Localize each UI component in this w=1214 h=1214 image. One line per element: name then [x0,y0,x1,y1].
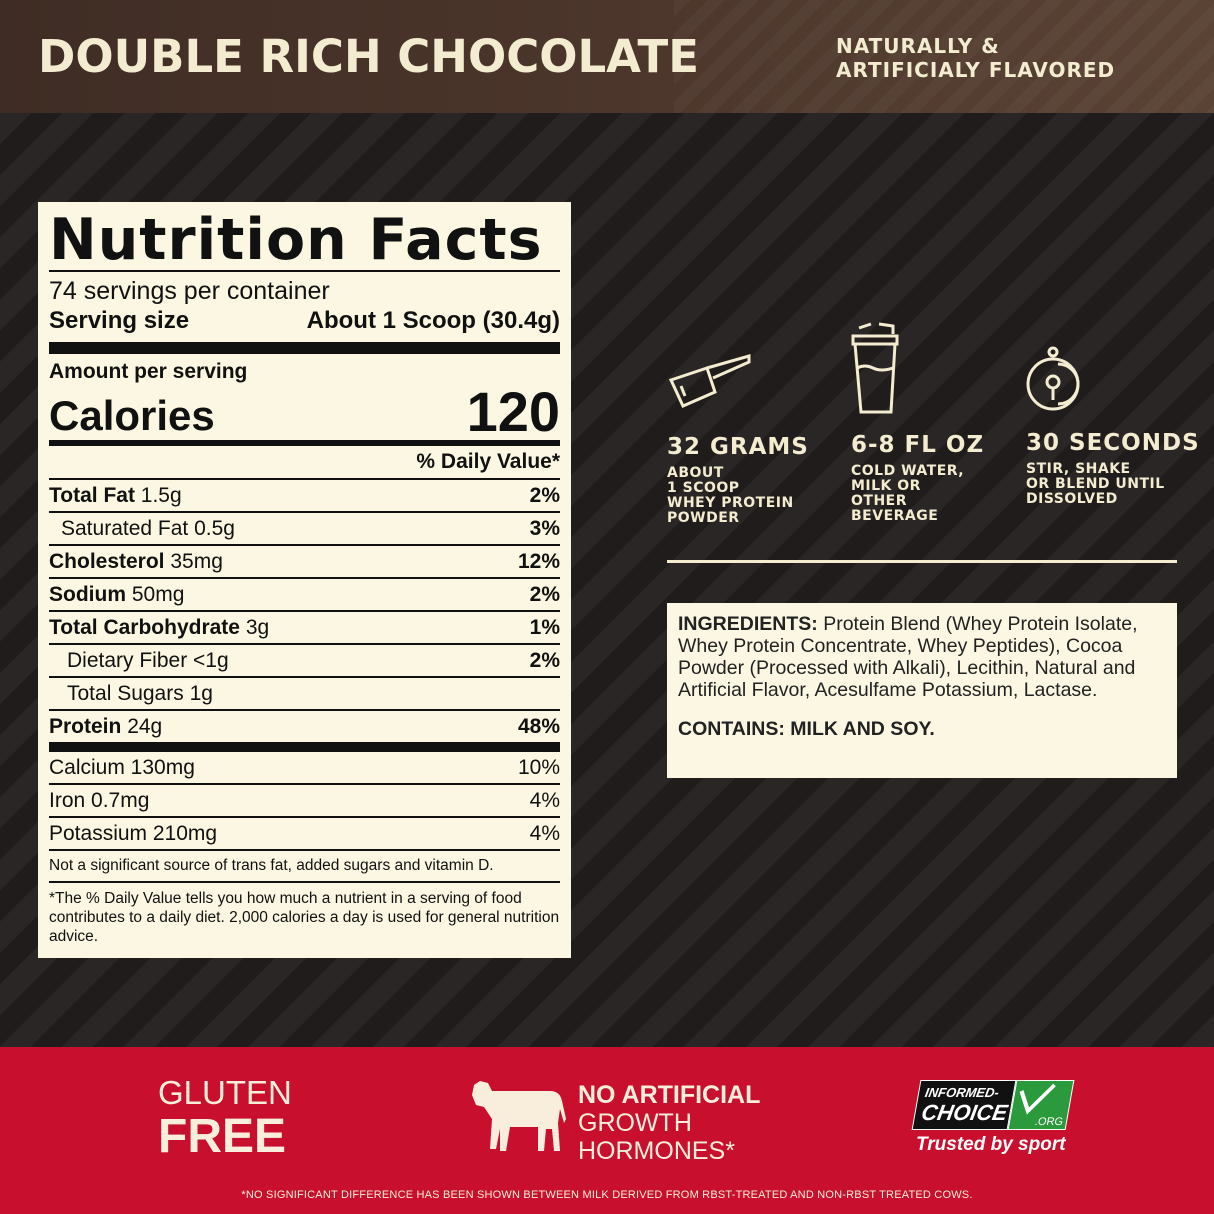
nutrient-row: Total Sugars 1g [49,678,560,711]
header-stripes [674,0,1214,113]
nutrient-amount: 0.5g [194,517,235,540]
nutrient-amount: 1g [189,682,213,705]
thick-divider [49,342,560,354]
ingredients-box: INGREDIENTS: Protein Blend (Whey Protein… [667,603,1177,778]
calories-row: Calories 120 [49,384,560,446]
nutrient-dv: 2% [529,484,560,507]
nutrient-row: Total Carbohydrate 3g 1% [49,612,560,645]
mineral-row: Iron 0.7mg 4% [49,785,560,818]
header-band: DOUBLE RICH CHOCOLATE NATURALLY & ARTIFI… [0,0,1214,113]
nutrient-row: Cholesterol 35mg 12% [49,546,560,579]
nutrient-amount: 50mg [131,583,185,606]
nutrient-amount: 24g [127,715,163,738]
nutrient-dv: 3% [529,517,560,540]
free-line: FREE [158,1110,287,1163]
rbst-footnote: *NO SIGNIFICANT DIFFERENCE HAS BEEN SHOW… [241,1189,973,1201]
section-divider [667,560,1177,563]
not-significant-note: Not a significant source of trans fat, a… [49,851,560,883]
serving-size: Serving size About 1 Scoop (30.4g) [49,306,560,336]
feature-title: 32 GRAMS [667,434,809,460]
flavor-line: NATURALLY & [836,34,1000,58]
cow-icon [472,1081,566,1151]
mineral-name: Potassium 210mg [49,822,218,845]
nutrient-amount: 1.5g [140,484,182,507]
feature-desc: STIR, SHAKE OR BLEND UNTIL DISSOLVED [1026,461,1165,507]
nutrient-row: Total Fat 1.5g 2% [49,480,560,513]
mineral-dv: 4% [529,789,560,812]
claim-line: NO ARTIFICIAL [578,1081,761,1109]
daily-value-header: % Daily Value* [49,446,560,480]
logo-text: .ORG [1033,1116,1065,1128]
daily-value-footnote: *The % Daily Value tells you how much a … [49,890,560,945]
logo-text: INFORMED- [923,1085,1001,1100]
scoop-icon [668,354,751,408]
feature-scoop: 32 GRAMS ABOUT 1 SCOOP WHEY PROTEIN POWDER [667,350,809,526]
serving-size-value: About 1 Scoop (30.4g) [306,307,560,334]
checkmark-icon [1019,1083,1056,1115]
ingredients-list: Protein Blend (Whey Protein Isolate, Whe… [678,613,1138,701]
serving-size-label: Serving size [49,307,190,334]
nutrient-dv: 48% [517,715,560,738]
feature-desc: ABOUT 1 SCOOP WHEY PROTEIN POWDER [667,465,794,526]
nutrient-name: Protein [49,715,122,738]
label-title: Nutrition Facts [49,210,560,272]
amount-per-serving: Amount per serving [49,360,248,383]
nutrient-row: Dietary Fiber <1g 2% [49,645,560,678]
nutrient-name: Sodium [49,583,126,606]
servings-per-container: 74 servings per container [49,277,330,305]
feature-desc: COLD WATER, MILK OR OTHER BEVERAGE [851,463,965,524]
claims-band: GLUTEN FREE NO ARTIFICIAL GROWTH HORMONE… [0,1047,1214,1214]
nutrient-dv: 12% [517,550,560,573]
nutrient-name: Total Fat [49,484,135,507]
nutrient-amount: 35mg [170,550,223,573]
nutrient-amount: 3g [245,616,270,639]
logo-tagline: Trusted by sport [916,1134,1066,1155]
nutrient-dv: 2% [529,583,560,606]
nutrient-row: Sodium 50mg 2% [49,579,560,612]
feature-timer: 30 SECONDS STIR, SHAKE OR BLEND UNTIL DISS… [1026,346,1200,507]
calories-label: Calories [49,392,215,439]
feature-shaker: 6-8 FL OZ COLD WATER, MILK OR OTHER BEVERAG… [851,322,984,524]
mineral-name: Iron 0.7mg [49,789,150,812]
mineral-name: Calcium 130mg [49,756,195,779]
flavor-line: ARTIFICIALY FLAVORED [836,58,1116,82]
nutrition-facts-label: Nutrition Facts 74 servings per containe… [38,202,571,958]
claim-line: GROWTH [578,1109,692,1137]
nutrient-name: Saturated Fat [61,517,189,540]
gluten-line: GLUTEN [158,1074,292,1111]
nutrient-name: Cholesterol [49,550,165,573]
ingredients-label: INGREDIENTS: [678,613,818,635]
no-hormones-claim: NO ARTIFICIAL GROWTH HORMONES* [578,1081,760,1165]
allergen-statement: CONTAINS: MILK AND SOY. [678,718,935,740]
nutrient-name: Total Sugars [67,682,184,705]
informed-choice-logo: INFORMED- CHOICE .ORG Trusted by sport [911,1080,1075,1156]
calories-value: 120 [466,380,560,443]
claim-line: HORMONES* [578,1137,735,1165]
shaker-icon [851,322,899,414]
mineral-dv: 10% [517,756,560,779]
feature-title: 6-8 FL OZ [851,432,985,458]
nutrient-name: Total Carbohydrate [49,616,240,639]
nutrient-dv: 1% [529,616,560,639]
nutrient-name: Dietary Fiber [67,649,188,672]
mineral-dv: 4% [529,822,560,845]
nutrient-amount: <1g [193,649,229,672]
nutrient-row: Saturated Fat 0.5g 3% [49,513,560,546]
nutrient-dv: 2% [529,649,560,672]
flavor-note: NATURALLY & ARTIFICIALY FLAVORED [836,34,1115,82]
gluten-free-badge: GLUTEN FREE [158,1075,292,1163]
timer-icon [1026,346,1080,411]
checkmark-box: .ORG [1007,1080,1075,1130]
mineral-row: Potassium 210mg 4% [49,818,560,851]
mineral-row: Calcium 130mg 10% [49,752,560,785]
ingredients-text: INGREDIENTS: Protein Blend (Whey Protein… [678,613,1166,701]
nutrient-row: Protein 24g 48% [49,711,560,752]
logo-text: CHOICE [919,1100,1010,1125]
product-flavor-title: DOUBLE RICH CHOCOLATE [38,30,699,83]
feature-title: 30 SECONDS [1026,430,1200,456]
